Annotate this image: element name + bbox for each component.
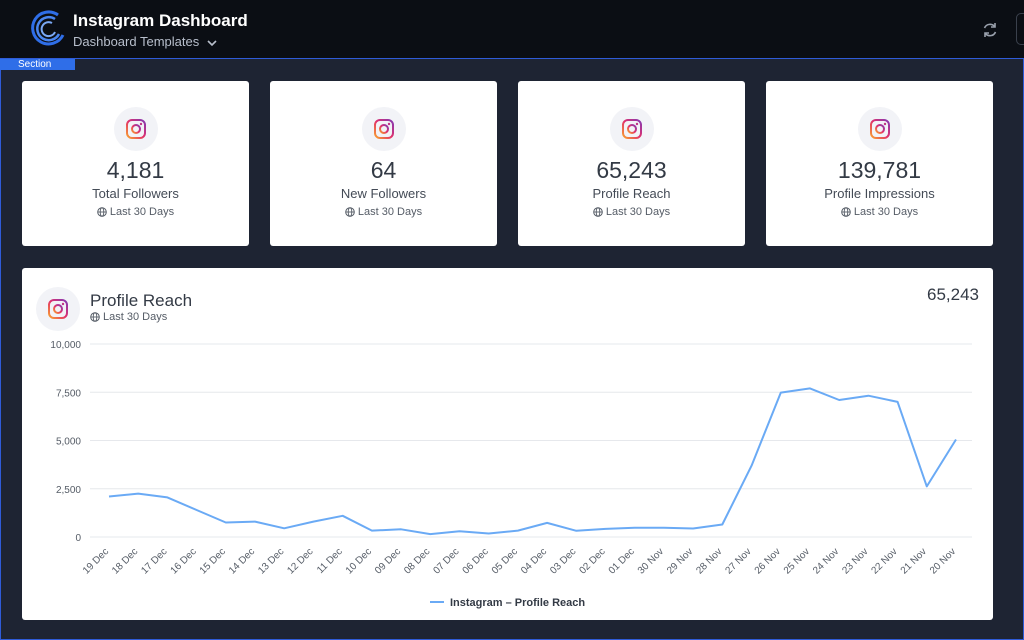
x-tick-label: 27 Nov	[723, 546, 753, 576]
globe-icon	[97, 207, 107, 217]
kpi-period-text: Last 30 Days	[109, 206, 175, 218]
x-tick-label: 18 Dec	[110, 546, 140, 576]
kpi-label: Total Followers	[92, 186, 179, 201]
x-tick-label: 26 Nov	[753, 546, 783, 576]
kpi-card-profile-reach: 65,243 Profile Reach Last 30 Days	[518, 81, 745, 246]
x-tick-label: 25 Nov	[782, 546, 812, 576]
x-tick-label: 15 Dec	[198, 546, 228, 576]
chart-total-value: 65,243	[927, 285, 979, 304]
section-label: Section	[0, 59, 75, 70]
y-tick-label: 2,500	[56, 485, 81, 496]
kpi-period-text: Last 30 Days	[357, 206, 423, 218]
x-tick-label: 04 Dec	[519, 546, 549, 576]
x-tick-label: 07 Dec	[431, 546, 461, 576]
x-tick-label: 24 Nov	[811, 546, 841, 576]
x-tick-label: 20 Nov	[928, 546, 958, 576]
more-button[interactable]	[1016, 13, 1024, 45]
x-tick-label: 05 Dec	[490, 546, 520, 576]
x-tick-label: 13 Dec	[256, 546, 286, 576]
chevron-down-icon	[207, 39, 217, 46]
kpi-card-total-followers: 4,181 Total Followers Last 30 Days	[22, 81, 249, 246]
kpi-period: Last 30 Days	[270, 206, 497, 218]
globe-icon	[90, 312, 100, 322]
kpi-label: Profile Impressions	[824, 186, 935, 201]
x-tick-label: 30 Nov	[636, 546, 666, 576]
x-tick-label: 14 Dec	[227, 546, 257, 576]
x-tick-label: 29 Nov	[665, 546, 695, 576]
y-tick-label: 0	[75, 533, 81, 544]
kpi-value: 139,781	[837, 157, 922, 183]
x-tick-label: 06 Dec	[461, 546, 491, 576]
legend-label: Instagram – Profile Reach	[450, 597, 585, 609]
dashboard-templates-dropdown[interactable]: Dashboard Templates	[73, 34, 217, 49]
x-tick-label: 10 Dec	[344, 546, 374, 576]
kpi-value: 65,243	[596, 157, 667, 183]
kpi-period: Last 30 Days	[518, 206, 745, 218]
kpi-card-profile-impressions: 139,781 Profile Impressions Last 30 Days	[766, 81, 993, 246]
top-bar: Instagram Dashboard Dashboard Templates	[0, 0, 1024, 58]
globe-icon	[593, 207, 603, 217]
x-tick-label: 01 Dec	[607, 546, 637, 576]
kpi-period-text: Last 30 Days	[605, 206, 671, 218]
x-tick-label: 21 Nov	[899, 546, 929, 576]
kpi-card-new-followers: 64 New Followers Last 30 Days	[270, 81, 497, 246]
kpi-label: New Followers	[340, 186, 427, 201]
kpi-period: Last 30 Days	[766, 206, 993, 218]
x-tick-label: 17 Dec	[139, 546, 169, 576]
x-tick-label: 11 Dec	[315, 546, 345, 576]
x-tick-label: 16 Dec	[169, 546, 199, 576]
instagram-icon	[610, 107, 654, 151]
chart-title: Profile Reach	[90, 291, 193, 310]
kpi-period: Last 30 Days	[22, 206, 249, 218]
x-tick-label: 08 Dec	[402, 546, 432, 576]
x-tick-label: 23 Nov	[840, 546, 870, 576]
instagram-icon	[36, 287, 80, 331]
x-tick-label: 09 Dec	[373, 546, 403, 576]
x-tick-label: 28 Nov	[694, 546, 724, 576]
kpi-label: Profile Reach	[592, 186, 671, 201]
line-chart: 0 2,500 5,000 7,500 10,000 19 Dec 18 Dec 17 Dec…	[50, 340, 972, 609]
globe-icon	[345, 207, 355, 217]
x-tick-label: 03 Dec	[548, 546, 578, 576]
kpi-value: 64	[370, 157, 397, 183]
y-tick-label: 7,500	[56, 388, 81, 399]
y-tick-label: 5,000	[56, 437, 81, 448]
chart-period: Last 30 Days	[90, 311, 167, 323]
globe-icon	[841, 207, 851, 217]
series-line	[108, 387, 957, 536]
chart-period-text: Last 30 Days	[103, 311, 168, 323]
kpi-value: 4,181	[106, 157, 165, 183]
refresh-icon[interactable]	[980, 20, 1000, 40]
dashboard-title: Instagram Dashboard	[73, 11, 248, 30]
instagram-icon	[114, 107, 158, 151]
dashboard-templates-label: Dashboard Templates	[73, 34, 200, 49]
y-tick-label: 10,000	[50, 340, 81, 351]
instagram-icon	[362, 107, 406, 151]
x-tick-label: 02 Dec	[577, 546, 607, 576]
x-tick-label: 19 Dec	[81, 546, 111, 576]
x-tick-label: 12 Dec	[285, 546, 315, 576]
app-logo	[31, 10, 65, 46]
x-tick-label: 22 Nov	[870, 546, 900, 576]
instagram-icon	[858, 107, 902, 151]
profile-reach-chart-card: Profile Reach Last 30 Days 65,243 0 2,500…	[22, 268, 993, 620]
kpi-period-text: Last 30 Days	[853, 206, 919, 218]
